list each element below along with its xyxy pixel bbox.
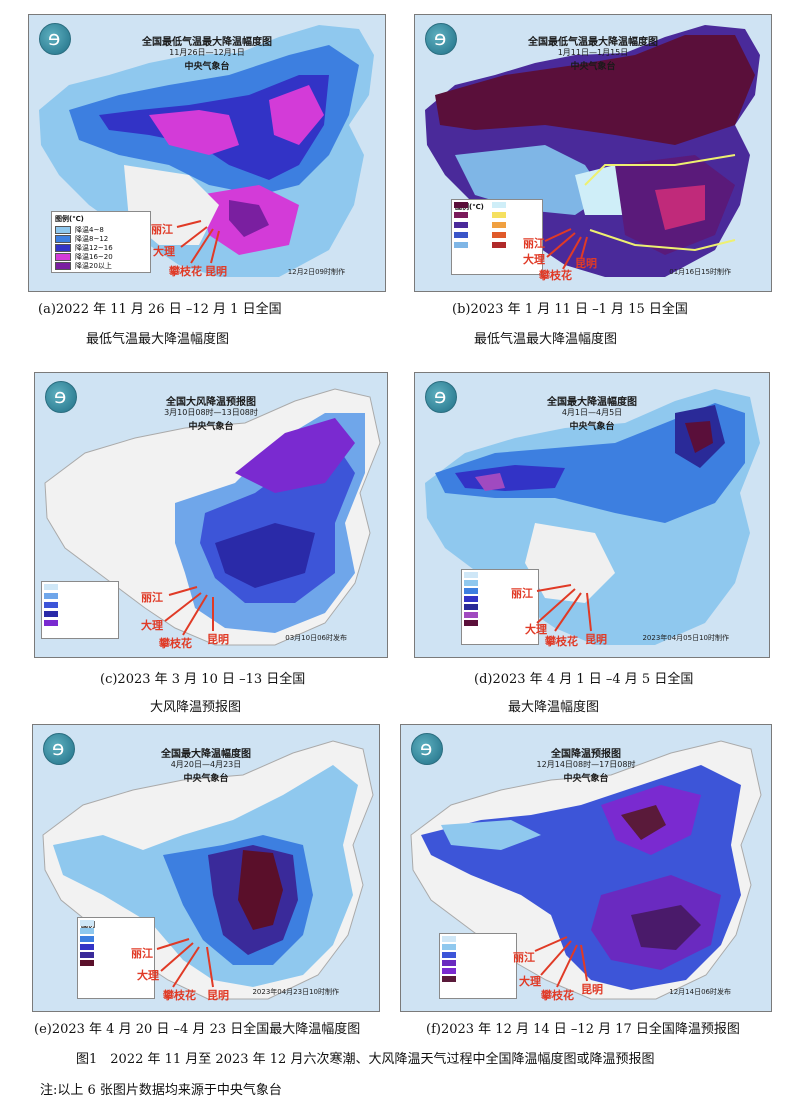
map-legend: 图例(℃) 降温4~8 降温8~12 降温12~16 降温16~20 降温20以… [51,211,151,273]
map-stamp: 12月14日06时发布 [669,988,731,996]
city-label-lijiang: 丽江 [511,587,533,600]
map-legend: 图例 [77,917,155,999]
annotation-arrows [536,584,592,632]
caption-c-line1: (c)2023 年 3 月 10 日 –13 日全国 [100,672,306,687]
caption-b-line1: (b)2023 年 1 月 11 日 –1 月 15 日全国 [452,302,688,317]
legend-label: 降温20以上 [75,261,112,270]
map-stamp: 01月16日15时制作 [669,268,731,276]
city-label-dali: 大理 [153,245,175,258]
map-legend [41,581,119,639]
annotation-arrows [544,228,588,270]
cma-logo-icon [39,23,71,55]
cma-logo-icon [43,733,75,765]
legend-row: 降温8~12 [55,234,147,243]
map-f-image [401,725,771,1011]
city-label-dali: 大理 [137,969,159,982]
map-legend [461,569,539,645]
caption-f: (f)2023 年 12 月 14 日 –12 月 17 日全国降温预报图 [426,1022,740,1037]
legend-row: 降温12~16 [55,243,147,252]
city-label-panzhihua: 攀枝花 [539,269,572,282]
legend-swatches [454,202,506,248]
map-stamp: 12月2日09时制作 [287,268,345,276]
map-panel-d: 全国最大降温幅度图 4月1日—4月5日 中央气象台 2023年04月05日10时… [414,372,770,658]
cma-logo-icon [425,23,457,55]
city-label-dali: 大理 [519,975,541,988]
map-panel-a: 全国最低气温最大降温幅度图 11月26日—12月1日 中央气象台 图例(℃) 降… [28,14,386,292]
map-stamp: 2023年04月05日10时制作 [642,634,729,642]
caption-d-line1: (d)2023 年 4 月 1 日 –4 月 5 日全国 [474,672,694,687]
map-panel-c: 全国大风降温预报图 3月10日08时—13日08时 中央气象台 03月10日06… [34,372,388,658]
city-label-kunming: 昆明 [207,633,229,646]
legend-label: 降温4~8 [75,225,104,234]
figure-caption: 图1 2022 年 11 月至 2023 年 12 月六次寒潮、大风降温天气过程… [76,1052,655,1067]
cma-logo-icon [411,733,443,765]
city-label-kunming: 昆明 [207,989,229,1002]
legend-swatches [44,584,58,626]
caption-a-line1: (a)2022 年 11 月 26 日 –12 月 1 日全国 [38,302,282,317]
city-label-lijiang: 丽江 [151,223,173,236]
map-panel-e: 全国最大降温幅度图 4月20日—4月23日 中央气象台 图例 2023年04月2… [32,724,380,1012]
city-label-dali: 大理 [141,619,163,632]
annotation-arrows [164,586,214,636]
caption-c-line2: 大风降温预报图 [150,700,242,715]
caption-a-line2: 最低气温最大降温幅度图 [86,332,230,347]
caption-e: (e)2023 年 4 月 20 日 –4 月 23 日全国最大降温幅度图 [34,1022,361,1037]
cma-logo-icon [425,381,457,413]
map-stamp: 2023年04月23日10时制作 [252,988,339,996]
city-label-lijiang: 丽江 [141,591,163,604]
city-label-panzhihua: 攀枝花 [169,265,202,278]
map-panel-f: 全国降温预报图 12月14日08时—17日08时 中央气象台 12月14日06时… [400,724,772,1012]
legend-label: 降温8~12 [75,234,109,243]
legend-swatches [464,572,478,626]
caption-d-line2: 最大降温幅度图 [508,700,600,715]
source-note: 注:以上 6 张图片数据均来源于中央气象台 [40,1083,282,1098]
map-panel-b: 全国最低气温最大降温幅度图 1月11日—1月15日 中央气象台 图例(℃) 01… [414,14,772,292]
map-legend [439,933,517,999]
city-label-dali: 大理 [523,253,545,266]
city-label-panzhihua: 攀枝花 [163,989,196,1002]
legend-row: 降温16~20 [55,252,147,261]
city-label-panzhihua: 攀枝花 [545,635,578,648]
legend-label: 降温12~16 [75,243,113,252]
legend-title: 图例(℃) [55,215,84,223]
legend-row: 降温4~8 [55,225,147,234]
cma-logo-icon [45,381,77,413]
annotation-arrows [534,936,588,988]
city-label-kunming: 昆明 [581,983,603,996]
caption-b-line2: 最低气温最大降温幅度图 [474,332,618,347]
city-label-kunming: 昆明 [575,257,597,270]
legend-row: 降温20以上 [55,261,147,270]
legend-title: 图例(℃) [455,203,484,211]
city-label-panzhihua: 攀枝花 [159,637,192,650]
city-label-kunming: 昆明 [205,265,227,278]
city-label-lijiang: 丽江 [513,951,535,964]
city-label-panzhihua: 攀枝花 [541,989,574,1002]
annotation-arrows [156,938,214,988]
city-label-dali: 大理 [525,623,547,636]
legend-swatches [80,920,94,966]
city-label-lijiang: 丽江 [131,947,153,960]
city-label-kunming: 昆明 [585,633,607,646]
legend-label: 降温16~20 [75,252,113,261]
map-legend: 图例(℃) [451,199,543,275]
city-label-lijiang: 丽江 [523,237,545,250]
legend-swatches [442,936,456,982]
map-stamp: 03月10日06时发布 [285,634,347,642]
annotation-arrows [176,220,220,264]
